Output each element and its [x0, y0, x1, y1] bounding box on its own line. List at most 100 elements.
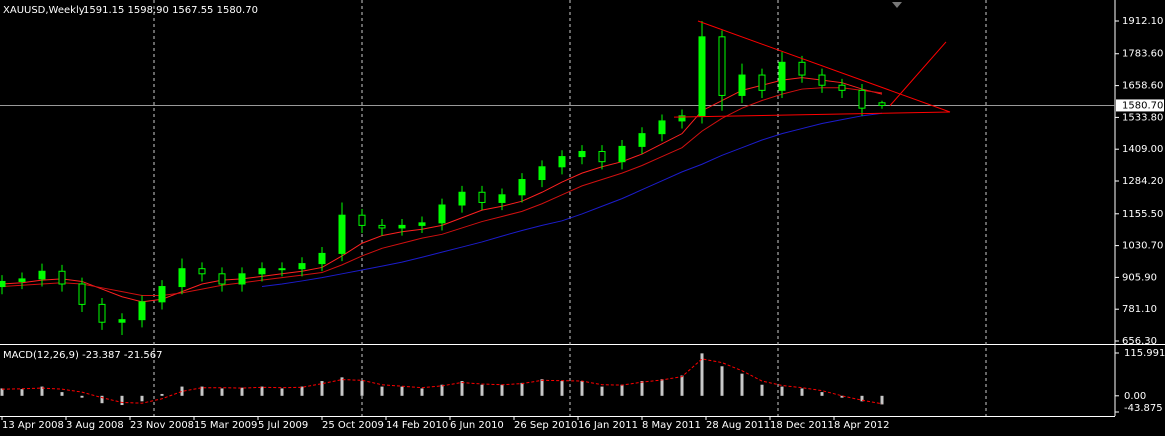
- candle-body: [0, 280, 6, 288]
- macd-title: MACD(12,26,9) -23.387 -21.567: [3, 350, 163, 361]
- macd-bar: [420, 388, 424, 396]
- x-tick-label: 13 Apr 2008: [2, 420, 64, 431]
- macd-bar: [560, 381, 564, 396]
- candle-body: [758, 74, 766, 91]
- macd-bar: [380, 386, 384, 396]
- candle-body: [58, 270, 66, 285]
- candle-body: [278, 268, 286, 271]
- macd-bar: [580, 381, 584, 396]
- candle-body: [378, 224, 386, 229]
- shift-marker: [892, 2, 902, 8]
- macd-bar: [80, 395, 84, 398]
- x-tick-label: 6 Jun 2010: [450, 420, 504, 431]
- candle-body: [518, 179, 526, 196]
- x-tick-label: 15 Mar 2009: [194, 420, 257, 431]
- candle-body: [198, 268, 206, 275]
- candle-body: [598, 150, 606, 163]
- candle-body: [298, 263, 306, 270]
- x-tick-label: 25 Oct 2009: [322, 420, 384, 431]
- y-tick-label: 1783.60: [1122, 49, 1163, 60]
- macd-bar: [140, 395, 144, 402]
- y-tick-label: 781.10: [1122, 304, 1157, 315]
- macd-bar: [680, 375, 684, 396]
- x-tick-label: 28 Aug 2011: [706, 420, 770, 431]
- macd-bar: [40, 386, 44, 396]
- x-tick-label: 18 Dec 2011: [770, 420, 834, 431]
- candle-body: [398, 224, 406, 229]
- y-tick-label: -43.875: [1124, 403, 1163, 414]
- macd-bar: [0, 388, 4, 396]
- macd-bar: [840, 395, 844, 398]
- y-tick-label: 1155.50: [1122, 209, 1163, 220]
- macd-bar: [440, 384, 444, 396]
- candle-body: [618, 145, 626, 163]
- y-tick-label: 1912.10: [1122, 16, 1163, 27]
- candle-body: [438, 204, 446, 224]
- macd-bar: [880, 395, 884, 405]
- last-price-box: [1116, 99, 1164, 112]
- macd-bar: [860, 395, 864, 402]
- candle-body: [798, 61, 806, 76]
- macd-bar: [540, 379, 544, 396]
- candle-body: [258, 268, 266, 275]
- y-tick-label: 905.90: [1122, 272, 1157, 283]
- moving-average: [261, 112, 883, 288]
- x-tick-label: 26 Sep 2010: [514, 420, 577, 431]
- x-tick-label: 3 Aug 2008: [66, 420, 124, 431]
- candle-body: [498, 194, 506, 203]
- candle-body: [158, 286, 166, 303]
- macd-bar: [200, 386, 204, 396]
- macd-bar: [480, 384, 484, 396]
- y-tick-label: 1533.80: [1122, 112, 1163, 123]
- macd-bar: [300, 386, 304, 396]
- candle-body: [698, 36, 706, 117]
- y-tick-label: 1658.60: [1122, 81, 1163, 92]
- candle-body: [78, 283, 86, 305]
- y-tick-label: 1030.70: [1122, 241, 1163, 252]
- candle-body: [678, 115, 686, 122]
- candle-body: [178, 268, 186, 288]
- x-tick-label: 16 Jan 2011: [578, 420, 638, 431]
- candle-body: [778, 61, 786, 91]
- candle-body: [318, 252, 326, 265]
- macd-bar: [400, 386, 404, 396]
- macd-bar: [180, 386, 184, 396]
- candle-body: [338, 214, 346, 254]
- x-tick-label: 23 Nov 2008: [130, 420, 194, 431]
- candle-body: [418, 222, 426, 226]
- macd-bar: [340, 377, 344, 396]
- macd-bar: [660, 379, 664, 396]
- candle-body: [138, 301, 146, 321]
- macd-bar: [700, 353, 704, 396]
- candle-body: [718, 36, 726, 96]
- candle-body: [578, 150, 586, 158]
- candle-body: [458, 191, 466, 206]
- signal-line: [1, 358, 883, 405]
- y-tick-label: 1409.00: [1122, 144, 1163, 155]
- macd-bar: [60, 392, 64, 396]
- candle-body: [538, 166, 546, 181]
- moving-average: [1, 77, 883, 303]
- macd-bar: [120, 395, 124, 406]
- macd-bar: [600, 386, 604, 396]
- macd-bar: [720, 366, 724, 396]
- macd-bar: [500, 384, 504, 396]
- macd-bar: [820, 392, 824, 396]
- candle-body: [38, 270, 46, 280]
- macd-bar: [220, 388, 224, 396]
- candle-body: [118, 319, 126, 323]
- ohlc-readout: 1591.15 1598.90 1567.55 1580.70: [83, 5, 258, 16]
- candle-body: [838, 84, 846, 91]
- x-tick-label: 8 May 2011: [642, 420, 701, 431]
- y-tick-label: 656.30: [1122, 336, 1157, 347]
- macd-bar: [740, 373, 744, 396]
- candle-body: [858, 89, 866, 109]
- candle-body: [18, 278, 26, 282]
- candle-body: [818, 74, 826, 86]
- macd-bar: [460, 381, 464, 396]
- candle-body: [358, 214, 366, 226]
- macd-bar: [640, 381, 644, 396]
- candle-body: [98, 303, 106, 323]
